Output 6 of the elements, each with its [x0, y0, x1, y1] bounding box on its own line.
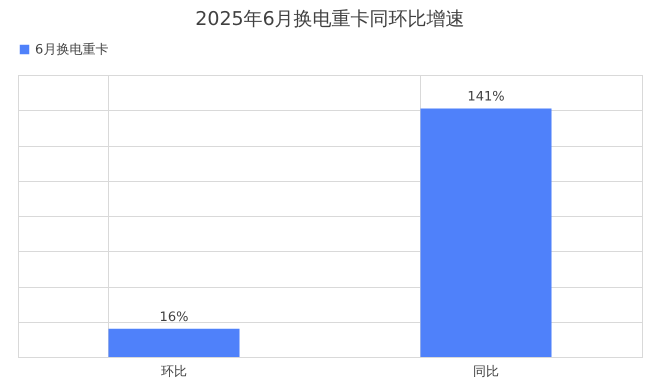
x-tick-label: 环比 — [161, 364, 187, 380]
chart-title: 2025年6月换电重卡同环比增速 — [195, 8, 465, 30]
x-tick-label: 同比 — [473, 364, 499, 380]
data-label: 141% — [467, 89, 505, 104]
legend-label: 6月换电重卡 — [35, 42, 108, 58]
data-label: 16% — [160, 310, 188, 325]
